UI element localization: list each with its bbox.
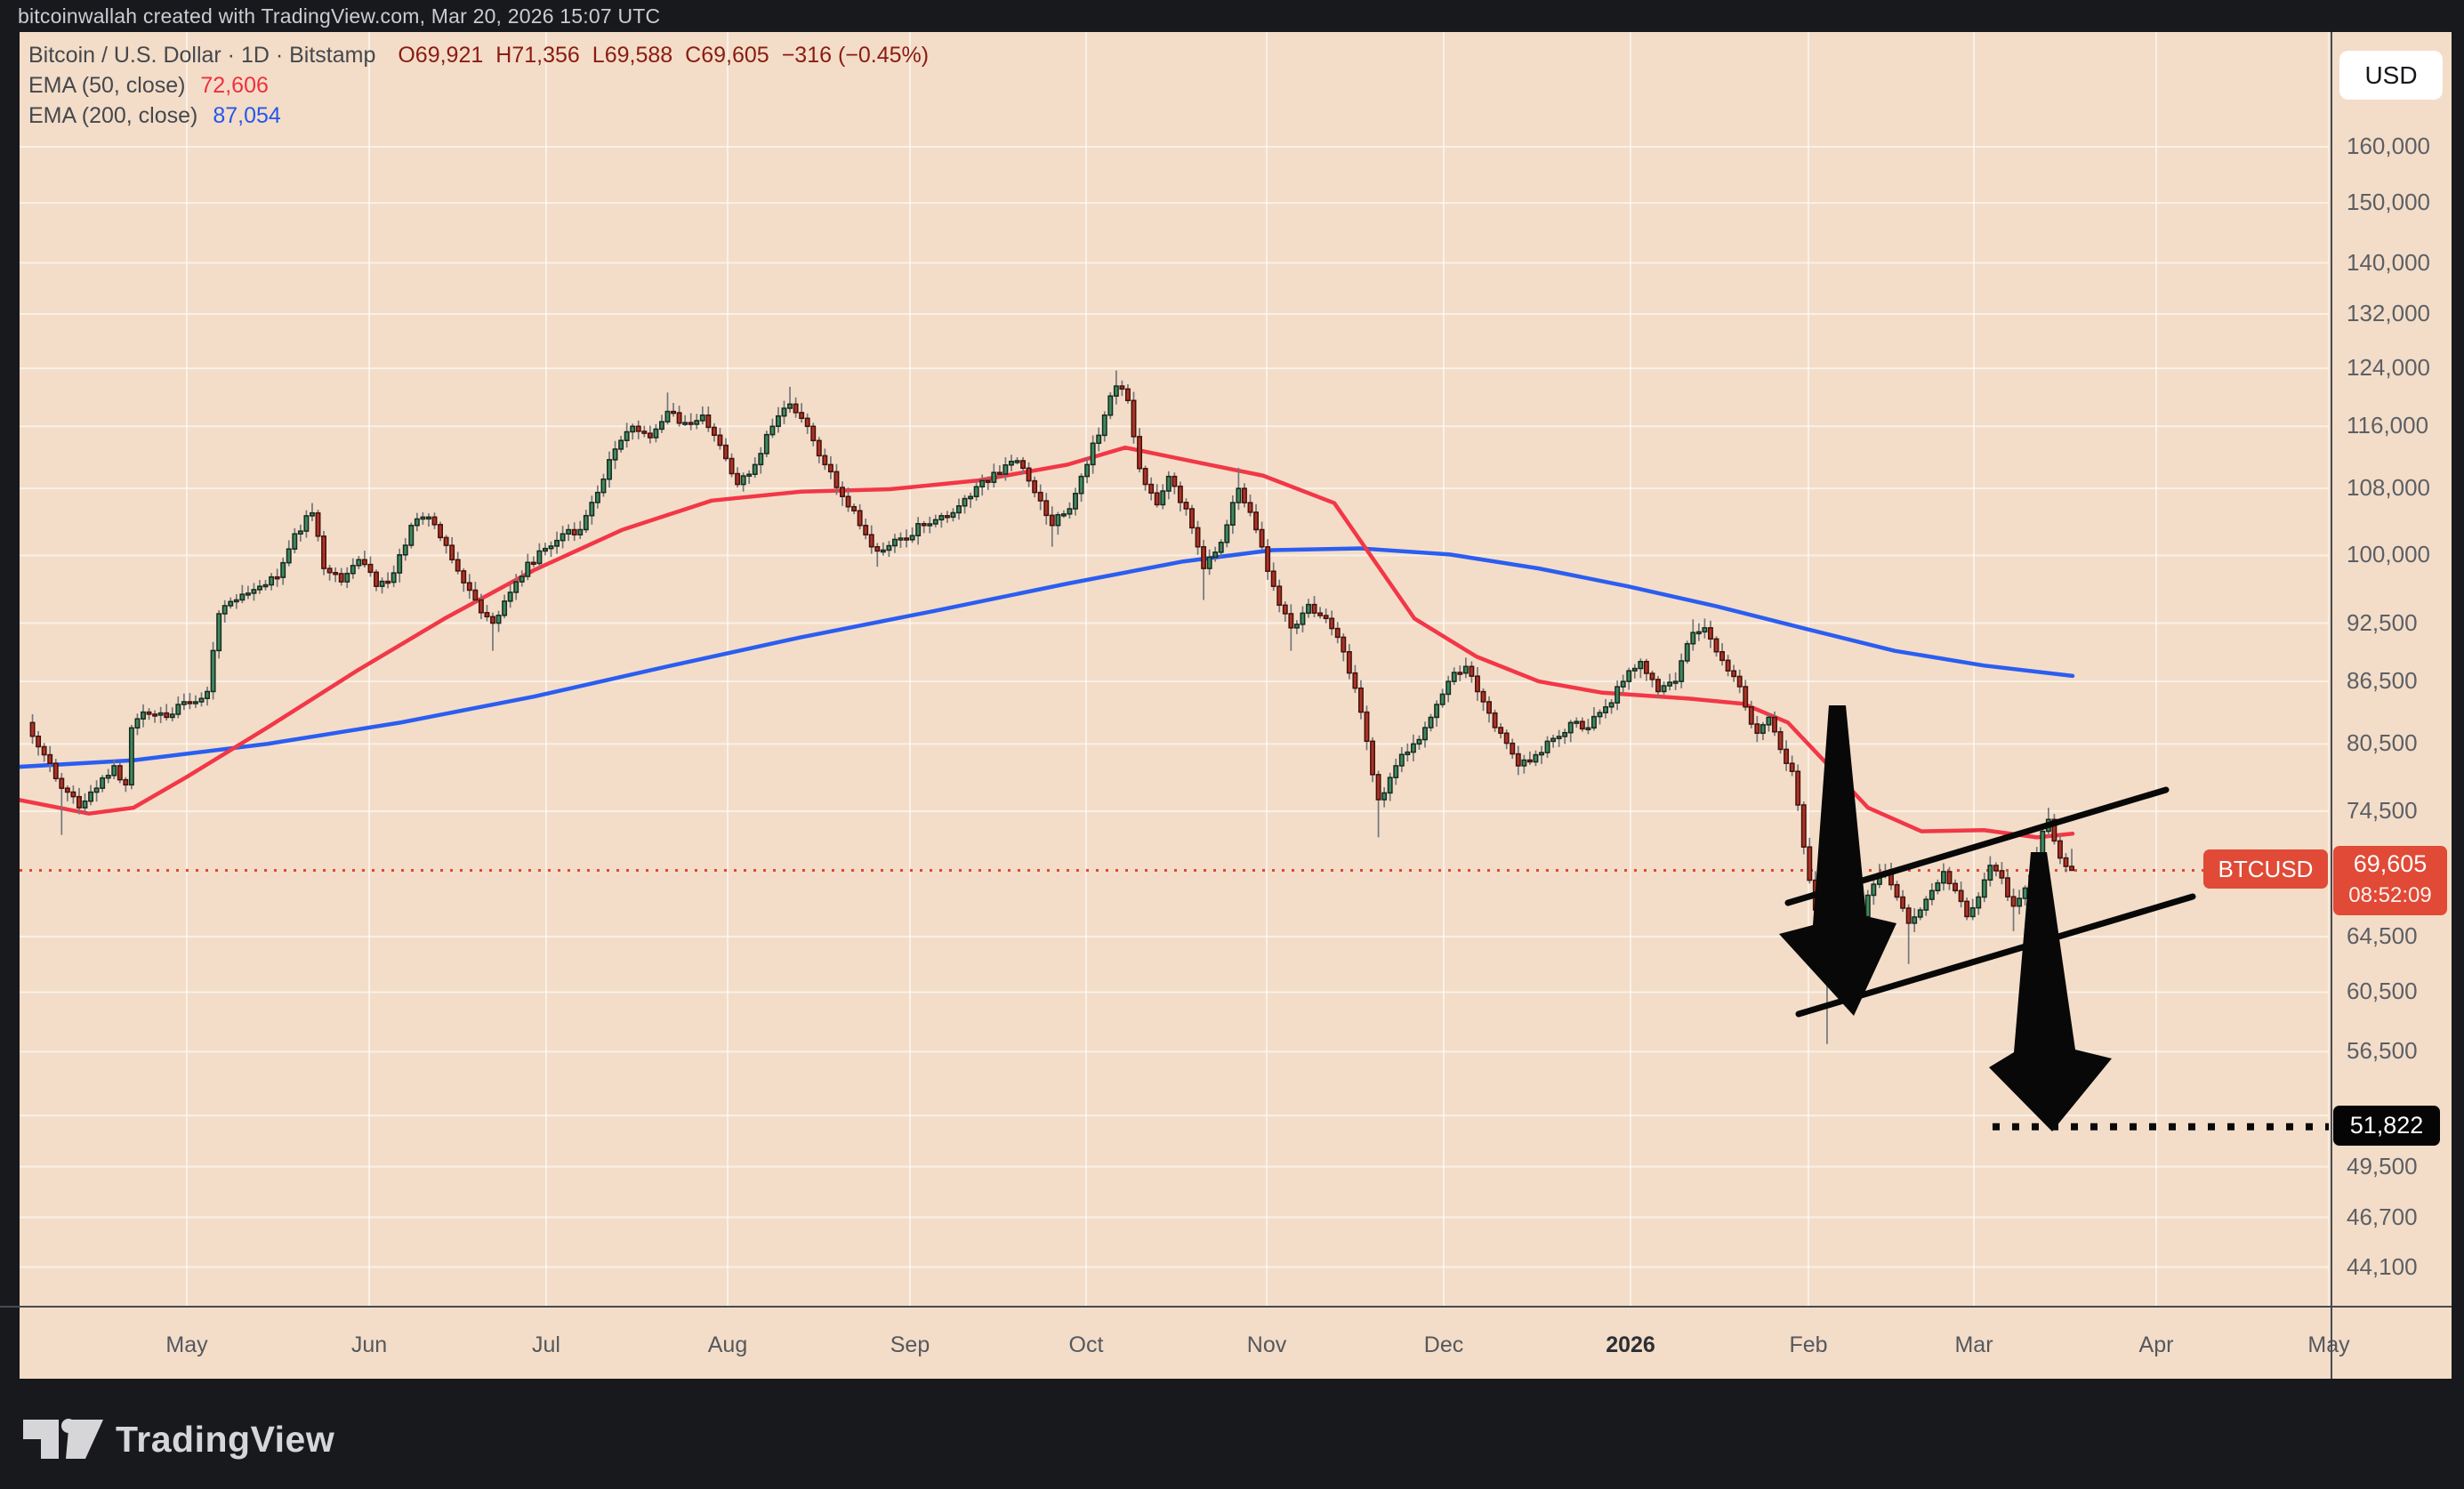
- chart-panel: [20, 32, 2452, 1379]
- ema50-label: EMA (50, close): [28, 73, 186, 98]
- price-axis-label: 49,500: [2347, 1152, 2418, 1179]
- time-axis-label: May: [165, 1332, 208, 1357]
- low-value: L69,588: [592, 43, 673, 68]
- grid-lines: [20, 32, 2329, 1306]
- price-axis-label: 108,000: [2347, 474, 2430, 502]
- price-axis-label: 100,000: [2347, 541, 2430, 568]
- ema50-line: [20, 445, 2075, 840]
- time-axis-label: Jun: [350, 1332, 388, 1357]
- ema200-value: 87,054: [213, 103, 281, 128]
- down-arrow-2: [1989, 852, 2112, 1131]
- price-axis-label: 132,000: [2347, 300, 2430, 326]
- time-axis-label: Feb: [1789, 1332, 1828, 1357]
- high-value: H71,356: [495, 43, 580, 68]
- close-value: C69,605: [685, 43, 769, 68]
- price-axis-label: 160,000: [2347, 133, 2430, 159]
- time-axis-border: [0, 1306, 2452, 1308]
- down-arrow-1: [1779, 705, 1896, 1016]
- price-axis-label: 64,500: [2347, 922, 2418, 949]
- tradingview-logo: TradingView: [21, 1418, 334, 1461]
- time-axis-label: Nov: [1246, 1332, 1287, 1357]
- candle-bodies: [29, 385, 2075, 965]
- price-axis-label: 56,500: [2347, 1037, 2418, 1065]
- time-axis-label: Oct: [1068, 1332, 1104, 1357]
- tradingview-logo-text: TradingView: [116, 1418, 335, 1460]
- price-axis-label: 124,000: [2347, 354, 2430, 382]
- open-value: O69,921: [398, 43, 484, 68]
- target-price-badge: 51,822: [2333, 1106, 2440, 1146]
- attribution-bar: bitcoinwallah created with TradingView.c…: [0, 0, 2464, 32]
- analyst-drawings: [1779, 705, 2329, 1131]
- channel-lower-trendline: [1795, 893, 2196, 1018]
- symbol-price-badge: BTCUSD: [2203, 849, 2328, 889]
- ema50-value: 72,606: [200, 73, 269, 98]
- time-axis-label: Apr: [2138, 1332, 2174, 1357]
- price-axis-label: 44,100: [2347, 1252, 2418, 1280]
- time-axis-label: Jul: [532, 1332, 560, 1357]
- price-axis-label: 150,000: [2347, 189, 2430, 216]
- last-price-value: 69,605: [2353, 850, 2428, 877]
- attribution-text: bitcoinwallah created with TradingView.c…: [18, 4, 661, 28]
- ema50-legend-row: EMA (50, close) 72,606: [28, 73, 269, 99]
- ema200-line: [20, 546, 2075, 769]
- time-axis-label: Mar: [1954, 1332, 1993, 1357]
- price-axis-label: 140,000: [2347, 248, 2430, 276]
- time-axis-label: May: [2307, 1332, 2350, 1357]
- currency-toggle-button[interactable]: USD: [2339, 51, 2443, 100]
- price-axis-label: 86,500: [2347, 667, 2418, 695]
- price-axis-label: 116,000: [2347, 412, 2429, 439]
- time-axis-label: Aug: [707, 1332, 748, 1357]
- footer-bar: [0, 1379, 2464, 1489]
- price-axis-label: 80,500: [2347, 729, 2418, 757]
- symbol-legend-row: Bitcoin / U.S. Dollar · 1D · Bitstamp O6…: [28, 43, 941, 68]
- time-axis-label: 2026: [1606, 1332, 1655, 1357]
- tradingview-logo-icon: [23, 1419, 103, 1459]
- last-price-badge: 69,605 08:52:09: [2333, 846, 2447, 915]
- candle-wicks: [31, 370, 2073, 1044]
- ema200-legend-row: EMA (200, close) 87,054: [28, 103, 281, 129]
- price-axis-label: 60,500: [2347, 978, 2418, 1005]
- bar-countdown: 08:52:09: [2348, 883, 2432, 907]
- time-axis-label: Sep: [890, 1332, 930, 1357]
- ema200-label: EMA (200, close): [28, 103, 198, 128]
- price-axis-label: 46,700: [2347, 1203, 2418, 1230]
- change-value: −316 (−0.45%): [781, 43, 930, 68]
- time-axis-label: Dec: [1423, 1332, 1464, 1357]
- price-axis-border: [2331, 32, 2332, 1379]
- price-axis-label: 92,500: [2347, 608, 2418, 636]
- price-axis-label: 74,500: [2347, 797, 2418, 825]
- symbol-title: Bitcoin / U.S. Dollar · 1D · Bitstamp: [28, 43, 376, 68]
- ohlc-values: O69,921 H71,356 L69,588 C69,605 −316 (−0.45%…: [398, 43, 941, 68]
